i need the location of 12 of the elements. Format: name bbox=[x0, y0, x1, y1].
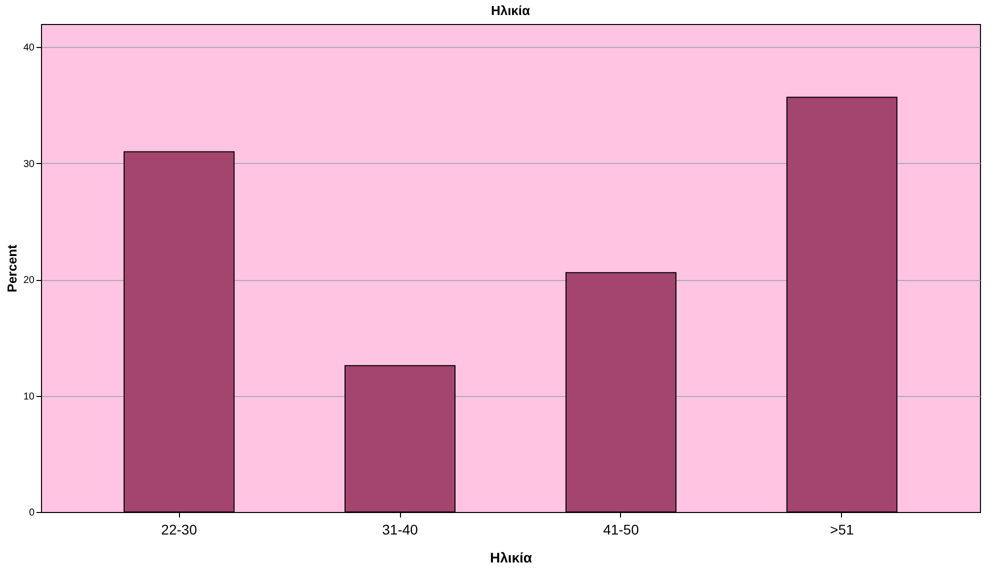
y-axis-title: Percent bbox=[4, 244, 20, 292]
y-tick-label: 40 bbox=[23, 42, 35, 54]
chart-title: Ηλικία bbox=[490, 3, 530, 18]
y-tick-label: 30 bbox=[23, 158, 35, 170]
x-axis-title: Ηλικία bbox=[490, 550, 532, 566]
x-tick-label: 31-40 bbox=[382, 522, 418, 538]
y-tick-label: 0 bbox=[28, 508, 35, 518]
x-tick-label: >51 bbox=[830, 522, 854, 538]
x-tick-label: 22-30 bbox=[161, 522, 198, 538]
y-tick-label: 20 bbox=[23, 275, 35, 286]
x-tick-label: 41-50 bbox=[603, 522, 640, 538]
y-tick-label: 10 bbox=[23, 391, 35, 402]
